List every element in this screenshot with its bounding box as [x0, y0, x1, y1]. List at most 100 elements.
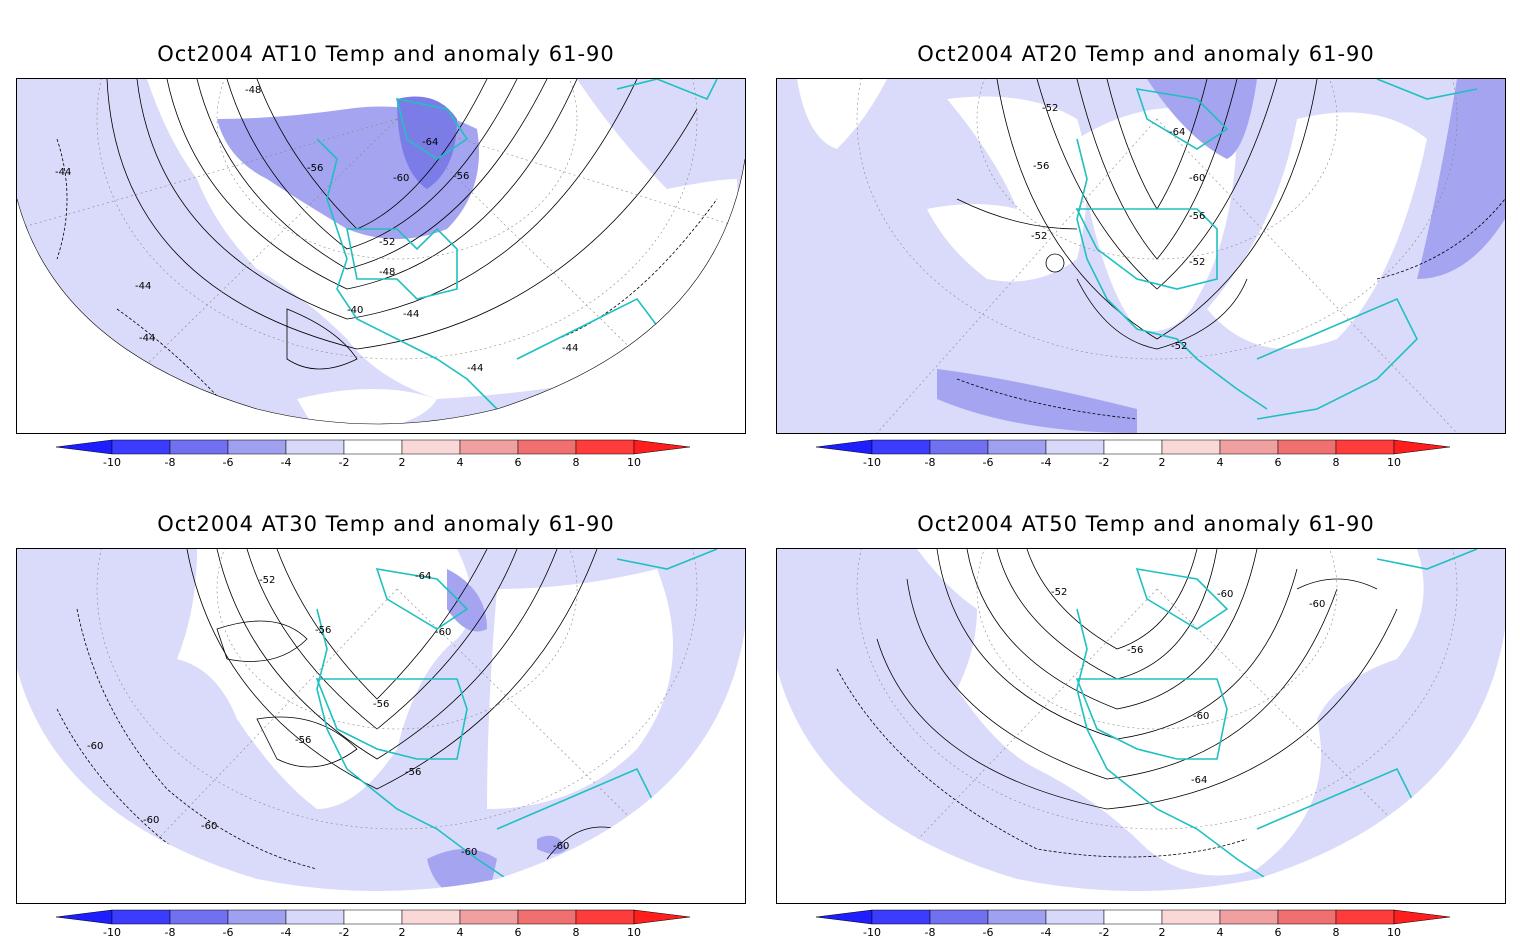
contour-label: -60 [1193, 711, 1209, 722]
contour-label: -60 [143, 815, 159, 826]
lat-lon-grid [17, 79, 745, 424]
colorbar-tick-label: -10 [863, 456, 881, 468]
colorbar-arrow-left [816, 439, 873, 455]
colorbar-tick-label: 2 [1159, 456, 1166, 468]
colorbar: -10 -8 -6 -4 -2 2 4 6 8 10 [816, 439, 1451, 468]
contour-label: -56 [1033, 161, 1049, 172]
colorbar-tick-label: -4 [281, 456, 292, 468]
contour-label: -56 [405, 767, 421, 778]
contour-labels: -48 -64 -56 -60 -56 -44 -52 -48 -44 -40 … [55, 85, 578, 374]
colorbar-tick-label: 8 [573, 926, 580, 938]
contour-label: -60 [87, 741, 103, 752]
colorbar-tick-label: -8 [925, 926, 936, 938]
colorbar-swatch [111, 909, 171, 925]
contour-label: -60 [201, 821, 217, 832]
colorbar-tick-label: -8 [165, 456, 176, 468]
contour-label: -64 [1169, 127, 1185, 138]
contour-label: -52 [1189, 257, 1205, 268]
contour-label: -48 [379, 267, 395, 278]
colorbar-tick-label: -10 [103, 456, 121, 468]
colorbar-swatch [1161, 439, 1221, 455]
contour-label: -56 [315, 625, 331, 636]
colorbar-swatch [285, 909, 345, 925]
panel-title: Oct2004 AT10 Temp and anomaly 61-90 [157, 42, 615, 66]
colorbar-arrow-left [56, 909, 113, 925]
colorbar-swatch [575, 909, 635, 925]
polar-map: -52 -64 -56 -60 -56 -52 -52 -52 [777, 79, 1505, 433]
polar-map: -48 -64 -56 -60 -56 -44 -52 -48 -44 -40 … [17, 79, 745, 425]
colorbar-swatch [227, 909, 287, 925]
colorbar-swatch [1335, 909, 1395, 925]
colorbar-arrow-right [1393, 909, 1451, 925]
contour-label: -44 [139, 333, 155, 344]
colorbar-tick-label: -6 [223, 926, 234, 938]
contour-label: -60 [1189, 173, 1205, 184]
colorbar-arrow-left [816, 909, 873, 925]
contour-label: -64 [415, 571, 431, 582]
contour-label: -40 [347, 305, 363, 316]
panel-title: Oct2004 AT20 Temp and anomaly 61-90 [917, 42, 1375, 66]
contour-label: -56 [307, 163, 323, 174]
panel-at20: Oct2004 AT20 Temp and anomaly 61-90 [776, 0, 1516, 468]
colorbar-swatch [987, 909, 1047, 925]
contour-label: -52 [1051, 587, 1067, 598]
contour-label: -44 [55, 167, 71, 178]
contour-labels: -52 -64 -56 -60 -56 -56 -56 -60 -60 -60 … [87, 571, 569, 858]
colorbar-swatch [929, 439, 989, 455]
colorbar-arrow-left [56, 439, 113, 455]
colorbar-swatch [1335, 439, 1395, 455]
contour-label: -56 [373, 699, 389, 710]
colorbar-tick-label: -2 [339, 456, 350, 468]
contour-label: -44 [562, 343, 578, 354]
map-frame: -48 -64 -56 -60 -56 -44 -52 -48 -44 -40 … [16, 78, 746, 434]
contour-label: -52 [1031, 231, 1047, 242]
colorbar-tick-label: 2 [1159, 926, 1166, 938]
colorbar: -10 -8 -6 -4 -2 2 4 6 8 10 [56, 909, 691, 938]
contour-labels: -52 -64 -56 -60 -56 -52 -52 -52 [1031, 103, 1205, 352]
colorbar-arrow-right [633, 439, 691, 455]
map-frame: -52 -60 -60 -56 -60 -64 [776, 548, 1506, 904]
colorbar-swatch [1103, 439, 1163, 455]
colorbar-swatch [1045, 909, 1105, 925]
contour-label: -60 [393, 173, 409, 184]
contour-label: -60 [1309, 599, 1325, 610]
panel-at50: Oct2004 AT50 Temp and anomaly 61-90 [776, 470, 1516, 938]
colorbar-swatch [285, 439, 345, 455]
colorbar-swatch [987, 439, 1047, 455]
contour-label: -64 [422, 137, 438, 148]
colorbar-swatch [517, 909, 577, 925]
colorbar-swatch [343, 909, 403, 925]
colorbar-swatch [517, 439, 577, 455]
polar-map: -52 -60 -60 -56 -60 -64 [777, 549, 1505, 891]
colorbar-swatch [1277, 909, 1337, 925]
colorbar-tick-label: -2 [1099, 456, 1110, 468]
colorbar-tick-label: -6 [983, 456, 994, 468]
colorbar-tick-label: 10 [627, 926, 641, 938]
colorbar-swatch [169, 439, 229, 455]
colorbar-tick-label: -6 [983, 926, 994, 938]
contour-label: -52 [379, 237, 395, 248]
colorbar-tick-label: -2 [339, 926, 350, 938]
colorbar-tick-label: -8 [925, 456, 936, 468]
colorbar-swatch [929, 909, 989, 925]
contour-label: -44 [403, 309, 419, 320]
colorbar-swatch [343, 439, 403, 455]
contour-label: -52 [1171, 341, 1187, 352]
contour-label: -60 [553, 841, 569, 852]
colorbar-tick-label: 4 [457, 456, 464, 468]
colorbar-tick-label: -2 [1099, 926, 1110, 938]
colorbar-tick-label: -4 [1041, 926, 1052, 938]
colorbar-tick-label: 10 [1387, 456, 1401, 468]
colorbar-tick-label: -8 [165, 926, 176, 938]
panel-at10: Oct2004 AT10 Temp and anomaly 61-90 [16, 0, 756, 468]
colorbar-tick-label: 4 [457, 926, 464, 938]
lat-lon-grid [856, 79, 1458, 433]
colorbar-tick-label: 8 [1333, 456, 1340, 468]
colorbar-arrow-right [633, 909, 691, 925]
panel-title: Oct2004 AT30 Temp and anomaly 61-90 [157, 512, 615, 536]
contour-label: -52 [1042, 103, 1058, 114]
colorbar-tick-label: -4 [281, 926, 292, 938]
contour-label: -60 [1217, 589, 1233, 600]
contour-label: -44 [135, 281, 151, 292]
colorbar-tick-label: 2 [399, 926, 406, 938]
